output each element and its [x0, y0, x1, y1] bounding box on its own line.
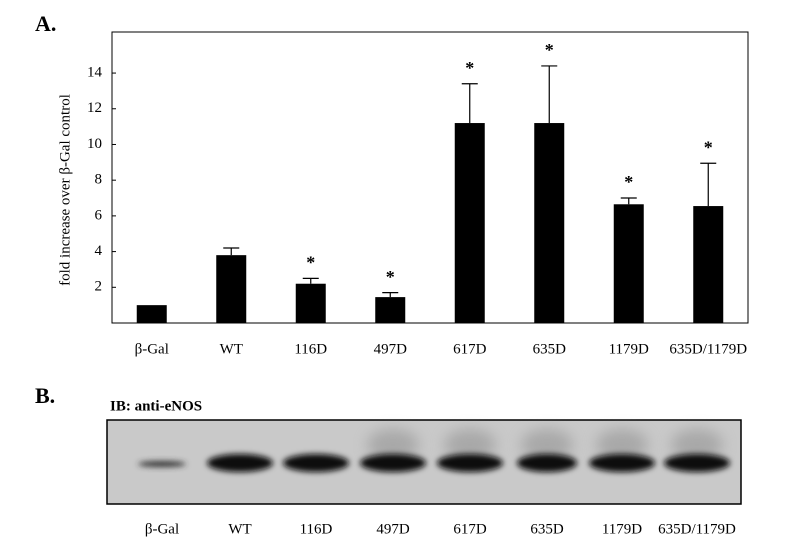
bar	[534, 123, 565, 324]
blot-band	[207, 454, 273, 472]
blot-band	[664, 454, 730, 472]
panel-label: A.	[35, 11, 56, 36]
y-tick-label: 4	[95, 243, 103, 259]
x-tick-label: WT	[220, 341, 243, 357]
bar	[136, 305, 167, 323]
y-tick-label: 12	[87, 100, 102, 116]
lane-label: 635D/1179D	[658, 521, 736, 537]
bar	[295, 283, 326, 323]
lane-label: β-Gal	[145, 521, 179, 537]
x-tick-label: 617D	[453, 341, 487, 357]
panel-label: B.	[35, 383, 55, 408]
lane-label: 617D	[453, 521, 487, 537]
x-tick-label: 497D	[374, 341, 408, 357]
blot-band	[517, 454, 577, 472]
y-tick-label: 14	[87, 64, 103, 80]
y-tick-label: 2	[95, 279, 103, 295]
blot-smear	[521, 429, 573, 461]
blot-smear	[367, 429, 419, 461]
x-tick-label: 1179D	[609, 341, 649, 357]
lane-label: 497D	[376, 521, 410, 537]
lane-label: 635D	[530, 521, 564, 537]
bar	[216, 255, 247, 323]
plot-frame	[111, 31, 749, 324]
blot-smear	[596, 429, 648, 461]
blot-smear	[671, 429, 723, 461]
lane-label: 116D	[300, 521, 333, 537]
significance-marker: *	[704, 137, 713, 157]
bar	[613, 204, 644, 323]
y-tick-label: 6	[95, 207, 103, 223]
blot-smear	[444, 429, 496, 461]
bar	[375, 297, 406, 323]
significance-marker: *	[545, 40, 554, 60]
significance-marker: *	[624, 172, 633, 192]
y-tick-label: 10	[87, 136, 102, 152]
x-tick-label: 116D	[294, 341, 327, 357]
bar	[454, 123, 485, 324]
x-tick-label: 635D/1179D	[669, 341, 747, 357]
significance-marker: *	[386, 267, 395, 287]
x-tick-label: 635D	[533, 341, 567, 357]
significance-marker: *	[306, 252, 315, 272]
blot-band	[138, 461, 186, 467]
blot-band	[360, 454, 426, 472]
x-tick-label: β-Gal	[135, 341, 169, 357]
lane-label: 1179D	[602, 521, 642, 537]
y-axis-label: fold increase over β-Gal control	[57, 94, 73, 286]
significance-marker: *	[465, 58, 474, 78]
blot-band	[283, 454, 349, 472]
y-tick-label: 8	[95, 172, 103, 188]
blot-band	[437, 454, 503, 472]
lane-label: WT	[228, 521, 251, 537]
blot-title: IB: anti-eNOS	[110, 398, 202, 414]
bar	[693, 206, 724, 323]
blot-band	[589, 454, 655, 472]
